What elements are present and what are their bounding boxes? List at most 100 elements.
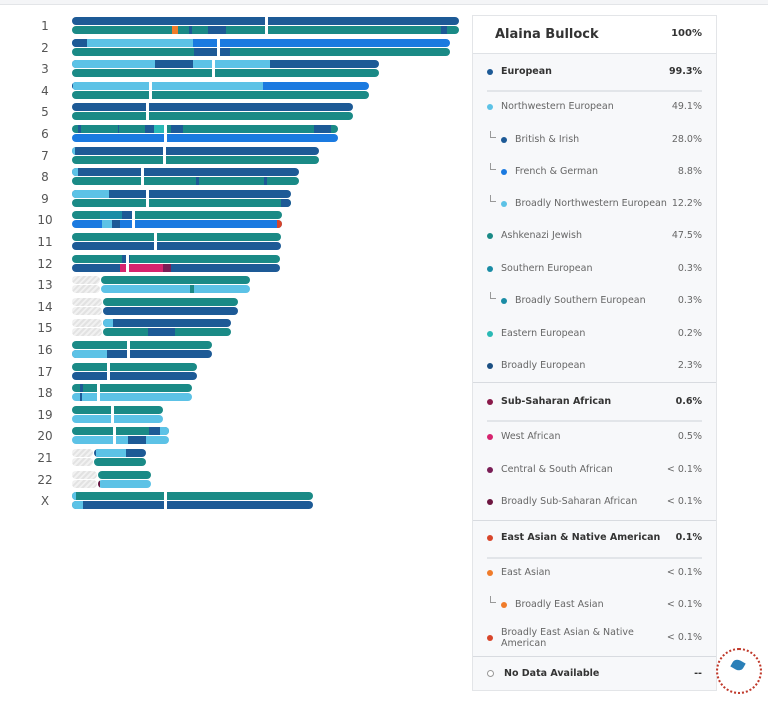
ancestry-segment[interactable]	[100, 211, 122, 220]
chromosome-strand[interactable]	[94, 449, 146, 457]
ancestry-segment[interactable]	[72, 81, 73, 90]
chromosome-strand[interactable]	[101, 276, 250, 285]
chromosome-strand[interactable]	[72, 405, 163, 414]
ancestry-segment[interactable]	[103, 319, 113, 328]
ancestry-segment[interactable]	[72, 501, 83, 510]
chromosome-strand[interactable]	[103, 328, 231, 337]
chromosome-strand[interactable]	[72, 125, 338, 133]
chromosome-strand[interactable]	[72, 90, 369, 99]
chromosome-strand[interactable]	[72, 177, 299, 186]
ancestry-segment[interactable]	[193, 60, 270, 69]
chromosome-strand[interactable]	[72, 168, 299, 177]
ancestry-segment[interactable]	[208, 26, 226, 34]
no-data-segment	[72, 470, 97, 479]
chromosome-strand[interactable]	[72, 38, 450, 47]
chromosome-strand[interactable]	[103, 319, 231, 328]
ancestry-segment[interactable]	[163, 263, 171, 272]
centromere	[163, 145, 166, 165]
chromosome-strand[interactable]	[72, 492, 313, 501]
ancestry-segment[interactable]	[118, 125, 119, 133]
chromosome-strand[interactable]	[103, 297, 238, 306]
ancestry-segment[interactable]	[160, 427, 169, 436]
ancestry-segment[interactable]	[190, 285, 194, 294]
ancestry-segment[interactable]	[148, 328, 175, 337]
chromosome-label: 9	[41, 191, 49, 206]
chromosome-strand[interactable]	[72, 81, 369, 90]
chromosome-strand[interactable]	[72, 198, 291, 207]
chromosome-strand[interactable]	[72, 371, 197, 380]
ancestry-segment[interactable]	[196, 177, 199, 186]
ancestry-segment[interactable]	[87, 38, 193, 47]
ancestry-percent: 0.2%	[677, 328, 702, 339]
ancestry-segment[interactable]	[172, 26, 178, 34]
chromosome-strand[interactable]	[72, 103, 353, 112]
ancestry-segment[interactable]	[145, 125, 154, 133]
chromosome-strand[interactable]	[72, 427, 169, 436]
ancestry-label: Broadly Southern European	[515, 295, 646, 306]
ancestry-segment[interactable]	[72, 189, 109, 198]
ancestry-segment[interactable]	[189, 26, 192, 34]
chromosome-strand[interactable]	[72, 189, 291, 198]
chromosome-strand[interactable]	[72, 220, 282, 229]
chromosome-strand[interactable]	[72, 47, 450, 56]
chromosome-strand[interactable]	[72, 155, 319, 164]
ancestry-segment[interactable]	[80, 393, 82, 402]
ancestry-segment[interactable]	[149, 427, 160, 436]
ancestry-segment[interactable]	[264, 177, 267, 186]
ancestry-segment[interactable]	[171, 125, 183, 133]
ancestry-segment[interactable]	[128, 436, 146, 445]
ancestry-segment[interactable]	[98, 479, 100, 488]
chromosome-strand[interactable]	[72, 60, 379, 69]
chromosome-strand[interactable]	[72, 233, 281, 241]
ancestry-segment[interactable]	[120, 263, 163, 272]
chromosome-label: 21	[37, 451, 53, 465]
ancestry-segment[interactable]	[194, 47, 230, 56]
color-dot-icon	[487, 266, 493, 272]
chromosome-strand[interactable]	[72, 501, 313, 510]
ancestry-segment[interactable]	[72, 60, 155, 69]
chromosome-strand[interactable]	[72, 134, 338, 142]
ancestry-segment[interactable]	[314, 125, 331, 133]
chromosome-strand[interactable]	[72, 414, 163, 423]
ancestry-segment[interactable]	[73, 81, 263, 90]
ancestry-segment[interactable]	[96, 449, 126, 457]
ancestry-segment[interactable]	[112, 220, 120, 229]
chromosome-strand[interactable]	[72, 393, 192, 402]
chromosome-strand[interactable]	[94, 458, 146, 466]
chromosome-strand[interactable]	[72, 112, 353, 121]
ancestry-segment[interactable]	[122, 211, 133, 220]
chromosome-strand[interactable]	[72, 263, 280, 272]
chromosome-strand[interactable]	[103, 306, 238, 315]
chromosome-strand[interactable]	[101, 285, 250, 294]
chromosome-strand[interactable]	[72, 384, 192, 393]
ancestry-segment[interactable]	[72, 168, 78, 177]
chromosome-strand[interactable]	[72, 362, 197, 371]
centromere	[154, 232, 157, 251]
ancestry-segment[interactable]	[72, 350, 107, 358]
ancestry-segment[interactable]	[72, 38, 87, 47]
chromosome-strand[interactable]	[72, 242, 281, 250]
chromosome-strand[interactable]	[72, 254, 280, 263]
chromosome-strand[interactable]	[72, 146, 319, 155]
ancestry-segment[interactable]	[154, 125, 166, 133]
ancestry-segment[interactable]	[441, 26, 447, 34]
chromosome-strand[interactable]	[72, 436, 169, 445]
centromere	[217, 37, 220, 57]
ancestry-segment[interactable]	[281, 198, 291, 207]
color-dot-icon	[487, 331, 493, 337]
chromosome-strand[interactable]	[72, 69, 379, 78]
ancestry-label: Broadly Northwestern European	[515, 198, 667, 209]
ancestry-segment[interactable]	[102, 220, 112, 229]
chromosome-strand[interactable]	[72, 211, 282, 220]
chromosome-strand[interactable]	[98, 470, 151, 479]
chromosome-strand[interactable]	[72, 350, 212, 358]
ancestry-label: Eastern European	[501, 328, 586, 339]
ancestry-percent: 28.0%	[671, 134, 702, 145]
ancestry-segment[interactable]	[78, 125, 81, 133]
chromosome-strand[interactable]	[72, 341, 212, 349]
chromosome-strand[interactable]	[98, 479, 151, 488]
ancestry-segment[interactable]	[72, 146, 75, 155]
ancestry-segment[interactable]	[80, 384, 83, 393]
ancestry-segment[interactable]	[72, 492, 76, 501]
ancestry-segment[interactable]	[277, 220, 282, 229]
